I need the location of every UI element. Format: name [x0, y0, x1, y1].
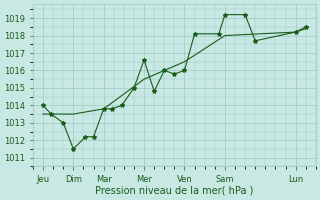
X-axis label: Pression niveau de la mer( hPa ): Pression niveau de la mer( hPa ): [95, 186, 253, 196]
